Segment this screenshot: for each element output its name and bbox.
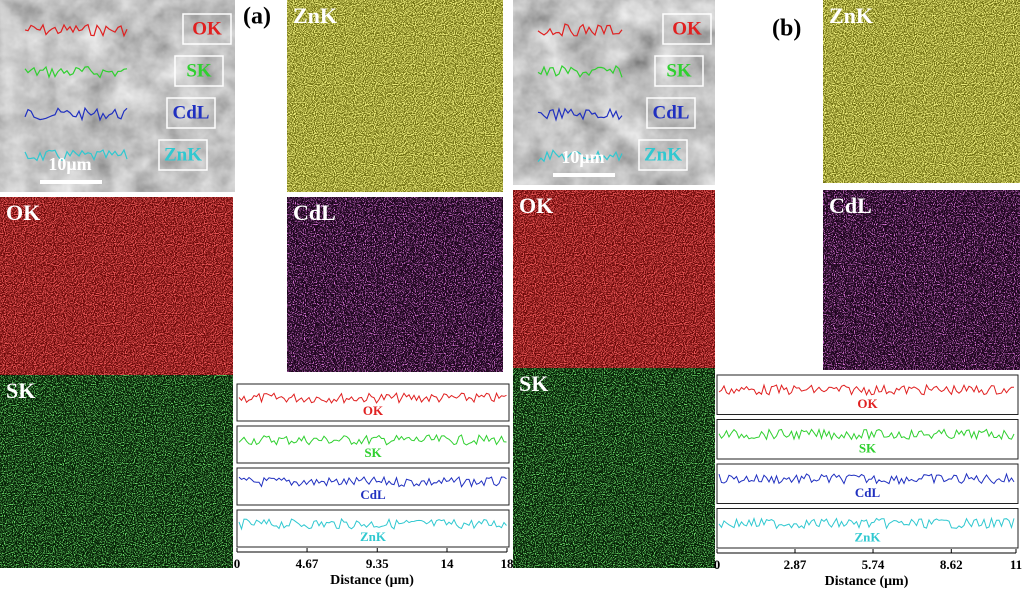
map-speckle xyxy=(0,375,233,568)
trace xyxy=(238,475,507,488)
map-label: SK xyxy=(6,378,35,403)
trace-label: OK xyxy=(363,403,384,418)
scale-bar-label: 10μm xyxy=(48,154,91,174)
x-tick-label: 0 xyxy=(714,557,721,572)
scale-bar xyxy=(553,173,615,177)
trace-box xyxy=(716,463,1019,504)
sem-trace xyxy=(537,23,623,37)
map-speckle xyxy=(823,190,1020,370)
x-tick-label: 4.67 xyxy=(296,556,319,571)
trace xyxy=(718,383,1014,397)
trace-label: CdL xyxy=(855,485,881,500)
sem-trace xyxy=(24,65,128,80)
legend-box xyxy=(174,55,224,87)
sem-trace xyxy=(537,149,623,163)
trace xyxy=(718,516,1015,530)
map-speckle xyxy=(0,197,233,375)
trace-label: ZnK xyxy=(854,530,881,545)
map-speckle xyxy=(823,0,1020,183)
sem-trace xyxy=(24,106,128,122)
map-label: CdL xyxy=(829,193,872,218)
scale-bar-label: 10μm xyxy=(561,147,604,167)
x-tick-label: 8.62 xyxy=(940,557,963,572)
x-axis-label: Distance (μm) xyxy=(330,573,414,588)
legend-box xyxy=(662,13,712,45)
map-label: ZnK xyxy=(293,3,337,28)
legend-label: OK xyxy=(192,18,222,39)
panel-label: (b) xyxy=(772,16,801,42)
trace-box xyxy=(716,419,1019,460)
sem-trace xyxy=(24,148,128,162)
legend-label: ZnK xyxy=(164,144,202,165)
map-speckle xyxy=(513,368,715,568)
legend-box xyxy=(638,139,688,171)
x-tick-label: 14 xyxy=(441,556,455,571)
sem-trace xyxy=(537,64,623,78)
map-speckle xyxy=(287,197,503,372)
map-label: ZnK xyxy=(829,3,873,28)
trace-box xyxy=(716,374,1019,415)
scale-bar xyxy=(40,180,102,184)
legend-box xyxy=(182,13,232,45)
sem-trace xyxy=(24,23,128,38)
legend-label: CdL xyxy=(653,102,690,123)
trace-label: OK xyxy=(857,396,878,411)
map-label: CdL xyxy=(293,200,336,225)
x-tick-label: 9.35 xyxy=(366,556,389,571)
x-tick-label: 2.87 xyxy=(784,557,807,572)
legend-box xyxy=(166,97,216,129)
legend-label: CdL xyxy=(173,102,210,123)
map-speckle xyxy=(287,0,503,192)
x-axis-label: Distance (μm) xyxy=(825,574,909,589)
legend-box xyxy=(646,97,696,129)
x-tick-label: 11 xyxy=(1010,557,1022,572)
legend-label: SK xyxy=(186,60,212,81)
sem-trace xyxy=(537,106,623,122)
map-label: OK xyxy=(6,200,40,225)
trace-label: SK xyxy=(364,445,382,460)
trace xyxy=(718,472,1015,486)
legend-label: ZnK xyxy=(644,144,682,165)
map-label: OK xyxy=(519,193,553,218)
legend-label: SK xyxy=(666,60,692,81)
panel-label: (a) xyxy=(243,4,271,30)
x-tick-label: 18 xyxy=(501,556,515,571)
trace xyxy=(718,427,1015,441)
trace-label: ZnK xyxy=(360,529,387,544)
x-tick-label: 0 xyxy=(234,556,241,571)
trace xyxy=(238,433,507,446)
map-speckle xyxy=(513,190,715,368)
trace-box xyxy=(236,509,510,548)
x-tick-label: 5.74 xyxy=(862,557,885,572)
trace-label: SK xyxy=(859,441,877,456)
map-label: SK xyxy=(519,371,548,396)
trace-box xyxy=(236,467,510,506)
trace-label: CdL xyxy=(360,487,386,502)
trace-box xyxy=(236,425,510,464)
trace xyxy=(238,391,507,404)
trace xyxy=(238,517,507,531)
sem-image xyxy=(0,0,235,192)
trace-box xyxy=(716,508,1019,549)
legend-label: OK xyxy=(672,18,702,39)
legend-box xyxy=(654,55,704,87)
legend-box xyxy=(158,139,208,171)
trace-box xyxy=(236,383,510,422)
